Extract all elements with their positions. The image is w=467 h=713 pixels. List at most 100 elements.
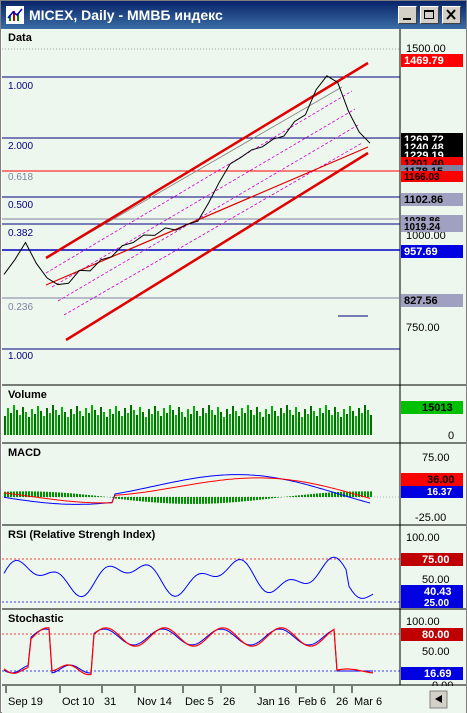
volume-tag-text: 15013 bbox=[422, 402, 453, 414]
macd-histogram-bar bbox=[112, 497, 114, 498]
maximize-button[interactable] bbox=[420, 6, 439, 24]
date-tick-label: 26 bbox=[223, 696, 235, 708]
volume-bar bbox=[106, 417, 108, 435]
price-axis-label: 1000.00 bbox=[406, 230, 446, 242]
macd-tag: 36.00 bbox=[401, 473, 463, 486]
volume-bar bbox=[262, 417, 264, 435]
volume-bar bbox=[292, 415, 294, 435]
volume-bar bbox=[133, 410, 135, 435]
close-button[interactable] bbox=[442, 6, 461, 24]
volume-bar bbox=[130, 405, 132, 435]
macd-histogram-bar bbox=[370, 491, 372, 497]
volume-bar bbox=[274, 411, 276, 435]
volume-bar bbox=[118, 411, 120, 435]
macd-histogram-bar bbox=[37, 491, 39, 497]
date-tick-label: 26 bbox=[336, 696, 348, 708]
macd-histogram-bar bbox=[4, 491, 6, 497]
macd-histogram-bar bbox=[133, 497, 135, 501]
macd-histogram-bar bbox=[310, 494, 312, 497]
volume-bar bbox=[73, 414, 75, 435]
volume-bar bbox=[127, 413, 129, 435]
volume-bar bbox=[31, 409, 33, 435]
stochastic-tag: 16.69 bbox=[401, 667, 463, 680]
macd-histogram-bar bbox=[67, 493, 69, 497]
stochastic-axis-label: 50.00 bbox=[422, 646, 450, 658]
macd-histogram-bar bbox=[247, 497, 249, 501]
volume-bar bbox=[178, 407, 180, 435]
volume-bar bbox=[217, 407, 219, 435]
rsi-axis-label: 50.00 bbox=[422, 574, 450, 586]
macd-histogram-bar bbox=[220, 497, 222, 504]
macd-histogram-bar bbox=[166, 497, 168, 504]
macd-tag-text: 36.00 bbox=[427, 474, 455, 486]
rsi-axis-label: 100.00 bbox=[406, 532, 440, 544]
data-panel-title: Data bbox=[8, 32, 33, 44]
macd-histogram-bar bbox=[268, 497, 270, 499]
macd-histogram-bar bbox=[214, 497, 216, 504]
chart-area[interactable]: Data 1.000 2.000 0.618 0.500 0.382 0.236… bbox=[2, 29, 466, 713]
macd-histogram-bar bbox=[217, 497, 219, 504]
price-tag: 1019.24 bbox=[401, 221, 463, 233]
price-tag-text: 1102.86 bbox=[404, 194, 443, 206]
macd-histogram-bar bbox=[7, 491, 9, 497]
macd-histogram-bar bbox=[190, 497, 192, 504]
volume-bar bbox=[94, 410, 96, 435]
volume-bar bbox=[226, 409, 228, 435]
volume-bar bbox=[202, 408, 204, 435]
macd-histogram-bar bbox=[34, 491, 36, 497]
volume-bar bbox=[313, 411, 315, 435]
volume-bar bbox=[340, 417, 342, 435]
volume-bar bbox=[355, 416, 357, 435]
volume-bar bbox=[13, 405, 15, 435]
volume-bar bbox=[169, 405, 171, 435]
volume-bar bbox=[283, 413, 285, 435]
macd-histogram-bar bbox=[289, 496, 291, 497]
volume-bar bbox=[304, 409, 306, 435]
price-tag: 957.69 bbox=[401, 245, 463, 258]
fib-label: 1.000 bbox=[8, 351, 33, 362]
macd-histogram-bar bbox=[361, 491, 363, 497]
chart-canvas[interactable]: Data 1.000 2.000 0.618 0.500 0.382 0.236… bbox=[2, 29, 466, 713]
macd-histogram-bar bbox=[199, 497, 201, 504]
volume-bar bbox=[79, 411, 81, 435]
volume-bar bbox=[58, 415, 60, 435]
volume-bar bbox=[37, 406, 39, 435]
date-tick-label: 31 bbox=[104, 696, 116, 708]
volume-bar bbox=[370, 415, 372, 435]
volume-bar bbox=[103, 412, 105, 435]
macd-histogram-bar bbox=[235, 497, 237, 503]
macd-histogram-bar bbox=[187, 497, 189, 504]
macd-histogram-bar bbox=[43, 491, 45, 497]
volume-bar bbox=[259, 412, 261, 435]
stochastic-tag-text: 16.69 bbox=[424, 668, 452, 680]
volume-bar bbox=[112, 414, 114, 435]
volume-bar bbox=[97, 415, 99, 435]
macd-histogram-bar bbox=[295, 495, 297, 497]
macd-histogram-bar bbox=[160, 497, 162, 503]
volume-bar bbox=[265, 409, 267, 435]
minimize-icon bbox=[403, 18, 411, 20]
macd-histogram-bar bbox=[241, 497, 243, 502]
volume-bar bbox=[16, 410, 18, 435]
macd-line bbox=[3, 474, 371, 505]
date-tick-label: Sep 19 bbox=[8, 696, 43, 708]
arrow-icon bbox=[435, 695, 442, 703]
volume-bar bbox=[319, 408, 321, 435]
price-axis-label: 750.00 bbox=[406, 322, 440, 334]
minimize-button[interactable] bbox=[398, 6, 417, 24]
macd-histogram-bar bbox=[124, 497, 126, 500]
macd-histogram-bar bbox=[193, 497, 195, 504]
volume-bar bbox=[367, 410, 369, 435]
title-bar[interactable]: MICEX, Daily - ММВБ индекс bbox=[1, 1, 466, 29]
volume-bar bbox=[247, 405, 249, 435]
volume-bar bbox=[22, 407, 24, 435]
macd-histogram-bar bbox=[175, 497, 177, 504]
macd-histogram-bar bbox=[208, 497, 210, 504]
macd-histogram-bar bbox=[292, 495, 294, 497]
volume-bar bbox=[109, 409, 111, 435]
macd-histogram-bar bbox=[319, 493, 321, 497]
macd-histogram-bar bbox=[73, 493, 75, 497]
macd-histogram-bar bbox=[364, 491, 366, 497]
macd-histogram-bar bbox=[367, 491, 369, 497]
macd-histogram-bar bbox=[94, 495, 96, 497]
